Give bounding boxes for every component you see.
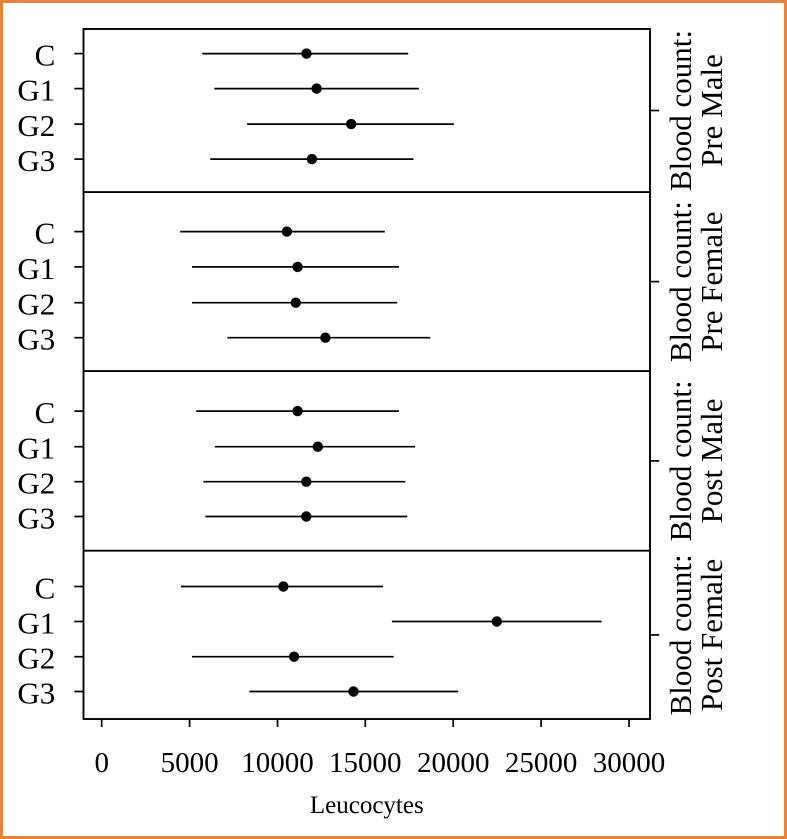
svg-text:G3: G3	[17, 143, 55, 178]
svg-text:Blood count:: Blood count:	[663, 30, 698, 191]
svg-text:0: 0	[94, 747, 109, 779]
svg-text:G3: G3	[17, 676, 55, 711]
svg-text:Post Male: Post Male	[694, 398, 729, 523]
svg-text:Blood count:: Blood count:	[663, 201, 698, 362]
svg-text:G3: G3	[17, 322, 55, 357]
svg-text:G2: G2	[17, 466, 55, 501]
svg-text:Blood count:: Blood count:	[663, 554, 698, 715]
svg-text:G2: G2	[17, 287, 55, 322]
svg-text:G1: G1	[17, 606, 55, 641]
svg-text:G2: G2	[17, 641, 55, 676]
svg-text:C: C	[35, 395, 56, 430]
svg-text:Post Female: Post Female	[694, 559, 729, 711]
svg-text:15000: 15000	[329, 747, 402, 779]
svg-text:C: C	[35, 216, 56, 251]
svg-text:G2: G2	[17, 108, 55, 143]
svg-text:25000: 25000	[505, 747, 578, 779]
svg-text:Pre Male: Pre Male	[694, 54, 729, 167]
svg-text:30000: 30000	[593, 747, 666, 779]
svg-text:Leucocytes: Leucocytes	[310, 792, 424, 819]
svg-text:20000: 20000	[417, 747, 490, 779]
svg-text:C: C	[35, 38, 56, 73]
svg-text:5000: 5000	[161, 747, 219, 779]
svg-text:G1: G1	[17, 251, 55, 286]
svg-text:10000: 10000	[241, 747, 314, 779]
svg-text:G3: G3	[17, 501, 55, 536]
svg-text:C: C	[35, 571, 56, 606]
svg-text:G1: G1	[17, 73, 55, 108]
svg-text:Blood count:: Blood count:	[663, 380, 698, 541]
svg-text:Pre Female: Pre Female	[694, 211, 729, 351]
svg-text:G1: G1	[17, 431, 55, 466]
